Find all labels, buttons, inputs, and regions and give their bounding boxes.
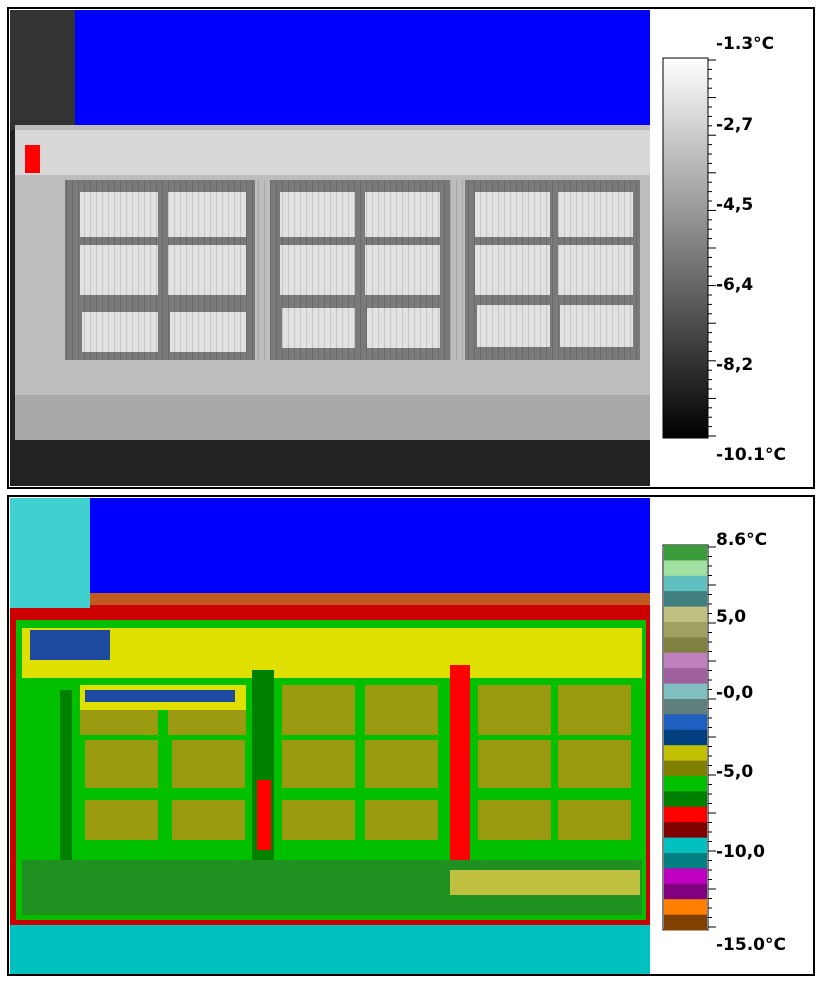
scale-step: [664, 868, 707, 884]
scale-step: [664, 653, 707, 669]
pillar-hot: [257, 780, 271, 850]
scale-step: [664, 822, 707, 838]
tree: [10, 498, 90, 608]
scale-step: [664, 637, 707, 653]
scale-label: 5,0: [716, 607, 746, 627]
scale-step: [664, 791, 707, 807]
wall-top: [22, 628, 642, 678]
scale-step: [664, 776, 707, 792]
scale-step: [664, 761, 707, 777]
scale-label: -10.1°C: [716, 445, 786, 465]
scale-label: -8,2: [716, 355, 753, 375]
scale-label: -5,0: [716, 762, 753, 782]
wall-top: [15, 130, 650, 175]
tree: [10, 10, 75, 130]
scale-label: -4,5: [716, 195, 753, 215]
scale-step: [664, 622, 707, 638]
scale-label: -2,7: [716, 115, 753, 135]
scale-label: -0,0: [716, 683, 753, 703]
scale-step: [664, 560, 707, 576]
scale-step: [664, 684, 707, 700]
scale-step: [664, 591, 707, 607]
texture: [65, 180, 640, 360]
sky: [75, 10, 650, 128]
scale-step: [664, 576, 707, 592]
scale-step: [664, 730, 707, 746]
scale-step: [664, 807, 707, 823]
scale-step: [664, 699, 707, 715]
pillar-hot: [450, 665, 470, 860]
roof-edge: [90, 593, 650, 605]
scale-label: 8.6°C: [716, 530, 767, 550]
warm-area: [450, 870, 640, 895]
page: -1.3°C -2,7 -4,5 -6,4 -8,2 -10.1°C: [0, 0, 819, 981]
scale-label: -15.0°C: [716, 935, 786, 955]
color-scale-steps: [664, 545, 707, 931]
scale-label: -10,0: [716, 842, 765, 862]
cold-strip: [85, 690, 235, 702]
cold-area: [30, 630, 110, 660]
scale-step: [664, 545, 707, 561]
scale-step: [664, 607, 707, 623]
scale-step: [664, 899, 707, 915]
scale-step: [664, 884, 707, 900]
pillar: [60, 690, 72, 860]
scale-step: [664, 838, 707, 854]
scale-step: [664, 668, 707, 684]
wall-bottom: [15, 395, 650, 440]
scale-step: [664, 745, 707, 761]
sky: [90, 498, 650, 593]
screenshot: -1.3°C -2,7 -4,5 -6,4 -8,2 -10.1°C: [0, 0, 819, 977]
scale-label: -1.3°C: [716, 34, 774, 54]
scale-label: -6,4: [716, 275, 753, 295]
scale-step: [664, 853, 707, 869]
hot-spot: [25, 145, 40, 173]
thermal-panel-bottom: 8.6°C 5,0 -0,0 -5,0 -10,0 -15.0°C: [8, 496, 814, 975]
thermal-panel-top: -1.3°C -2,7 -4,5 -6,4 -8,2 -10.1°C: [8, 8, 814, 488]
scale-step: [664, 915, 707, 931]
color-scale: [663, 58, 708, 438]
scale-step: [664, 714, 707, 730]
